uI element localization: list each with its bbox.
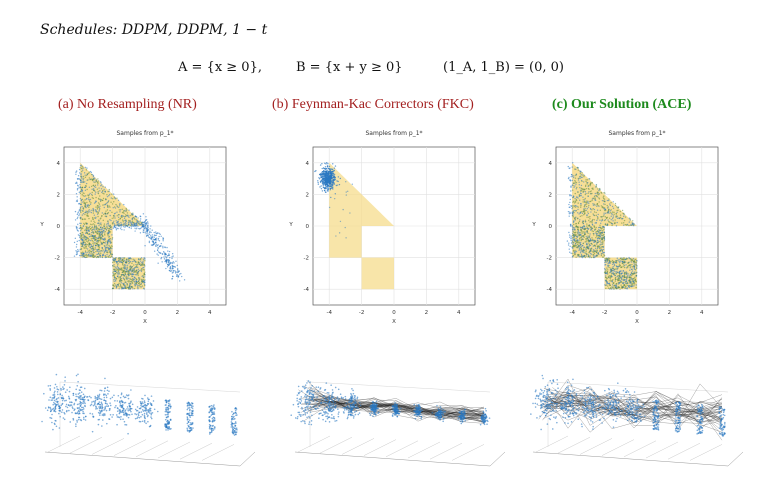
y-tick-label: -4 bbox=[547, 287, 553, 293]
schedules-label: Schedules: DDPM, DDPM, 1 − t bbox=[40, 22, 268, 38]
y-axis-label: Y bbox=[531, 222, 536, 228]
x-tick-label: -2 bbox=[359, 310, 364, 316]
y-tick-label: -2 bbox=[547, 256, 552, 262]
target-triangle-region bbox=[329, 162, 394, 226]
target-square-region bbox=[329, 226, 362, 258]
x-axis-label: X bbox=[143, 319, 147, 325]
x-axis-label: X bbox=[635, 319, 639, 325]
y-tick-label: 4 bbox=[57, 161, 61, 167]
scatter-plot-fkc: Samples from p_1* -4 -2 0 2 4 4 2 0 -2 -4 X Y bbox=[288, 130, 476, 325]
panel-b-title: (b) Feynman-Kac Correctors (FKC) bbox=[272, 97, 474, 112]
x-tick-label: -2 bbox=[602, 310, 607, 316]
trajectory-plot-nr bbox=[41, 373, 256, 467]
x-tick-label: 4 bbox=[700, 310, 704, 316]
x-tick-label: -4 bbox=[326, 310, 332, 316]
y-tick-label: 4 bbox=[549, 161, 553, 167]
x-tick-label: -4 bbox=[77, 310, 83, 316]
x-tick-label: 2 bbox=[668, 310, 672, 316]
x-tick-label: 0 bbox=[143, 310, 147, 316]
set-a-equation: A = {x ≥ 0}, bbox=[178, 60, 262, 75]
y-tick-label: 4 bbox=[306, 161, 310, 167]
y-tick-label: -2 bbox=[55, 256, 60, 262]
y-tick-label: 2 bbox=[57, 192, 61, 198]
x-tick-label: 2 bbox=[425, 310, 429, 316]
trajectory-axes bbox=[294, 381, 506, 467]
trajectory-plot-fkc bbox=[290, 380, 506, 467]
target-square-region bbox=[361, 257, 394, 290]
y-tick-label: 2 bbox=[306, 192, 310, 198]
y-tick-label: 0 bbox=[306, 224, 310, 230]
x-tick-label: 0 bbox=[392, 310, 396, 316]
trajectory-plot-ace bbox=[530, 374, 744, 467]
panel-a-title: (a) No Resampling (NR) bbox=[58, 97, 197, 112]
x-tick-label: 4 bbox=[457, 310, 461, 316]
plot-title: Samples from p_1* bbox=[608, 130, 665, 137]
scatter-plot-ace: Samples from p_1* -4 -2 0 2 4 4 2 0 -2 -4 X Y bbox=[531, 130, 719, 325]
sample-points bbox=[314, 162, 354, 239]
plot-title: Samples from p_1* bbox=[116, 130, 173, 137]
scatter-plot-nr: Samples from p_1* -4 -2 0 2 4 4 2 0 -2 -4 X Y bbox=[39, 130, 227, 325]
y-axis-label: Y bbox=[39, 222, 44, 228]
trajectory-axes bbox=[44, 381, 256, 467]
sample-points bbox=[73, 164, 186, 290]
trajectory-samples bbox=[530, 374, 726, 437]
target-triangle-region bbox=[572, 162, 637, 226]
panel-c-title: (c) Our Solution (ACE) bbox=[552, 97, 692, 112]
y-tick-label: 2 bbox=[549, 192, 553, 198]
x-axis-label: X bbox=[392, 319, 396, 325]
x-tick-label: 2 bbox=[176, 310, 180, 316]
set-b-equation: B = {x + y ≥ 0} bbox=[296, 60, 403, 75]
plot-title: Samples from p_1* bbox=[365, 130, 422, 137]
y-tick-label: -4 bbox=[304, 287, 310, 293]
y-tick-label: 0 bbox=[549, 224, 553, 230]
trajectory-samples bbox=[41, 373, 238, 436]
y-tick-label: 0 bbox=[57, 224, 61, 230]
x-tick-label: -2 bbox=[110, 310, 115, 316]
y-tick-label: -2 bbox=[304, 256, 309, 262]
trajectory-samples bbox=[290, 380, 491, 426]
x-tick-label: -4 bbox=[569, 310, 575, 316]
indicator-equation: (1_A, 1_B) = (0, 0) bbox=[443, 60, 564, 75]
x-tick-label: 0 bbox=[635, 310, 639, 316]
sample-points bbox=[566, 162, 638, 290]
trajectory-axes bbox=[532, 381, 744, 467]
x-tick-label: 4 bbox=[208, 310, 212, 316]
y-axis-label: Y bbox=[288, 222, 293, 228]
y-tick-label: -4 bbox=[55, 287, 61, 293]
